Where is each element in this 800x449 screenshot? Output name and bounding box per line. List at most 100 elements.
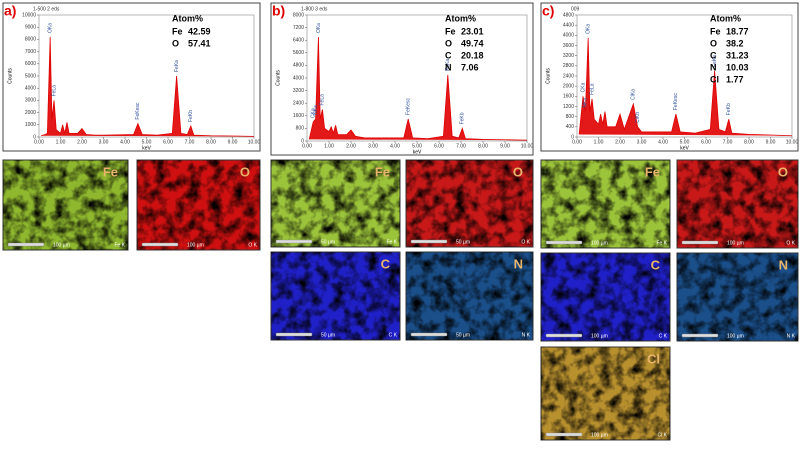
scale-bar-label: 50 µm (321, 239, 335, 245)
y-tick-label: 7000 (25, 49, 36, 55)
map-tag: Fe K (656, 240, 667, 246)
x-tick-label: 2.00 (615, 139, 625, 145)
peak-label: OKa (48, 23, 54, 33)
spectrum-line (578, 37, 793, 137)
spectrum-line (308, 37, 528, 141)
map-texture (541, 253, 670, 341)
map-tag: N K (522, 332, 531, 338)
x-tick-label: 2.00 (346, 143, 356, 149)
scale-bar (545, 240, 583, 245)
composition-element: C (710, 50, 717, 60)
map-element-label: Fe (645, 164, 660, 179)
spectrum-line (41, 36, 255, 137)
peak-label: FeLa (589, 83, 595, 95)
y-tick-label: 5000 (25, 73, 36, 79)
map-tag: Fe K (114, 242, 125, 248)
x-tick-label: 4.00 (658, 139, 668, 145)
x-tick-label: 2.00 (77, 139, 87, 145)
composition-value: 1.77 (726, 74, 744, 84)
x-tick-label: 0.00 (572, 139, 582, 145)
x-tick-label: 7.00 (723, 139, 733, 145)
y-tick-label: 10000 (22, 12, 36, 18)
y-tick-label: 8000 (293, 12, 304, 18)
map-tag: O K (786, 240, 795, 246)
scale-bar (681, 333, 719, 338)
x-tick-label: 0.00 (34, 139, 44, 145)
map-element-label: O (240, 164, 250, 179)
composition-element: N (445, 62, 452, 72)
chart-title: 1-500 2 eds (33, 6, 60, 12)
composition-element: Cl (710, 74, 719, 84)
scale-bar-label: 50 µm (456, 239, 470, 245)
y-tick-label: 3200 (563, 53, 574, 59)
scale-bar-label: 100 µm (727, 240, 744, 246)
x-axis-label: keV (680, 145, 689, 151)
x-tick-label: 6.00 (701, 139, 711, 145)
chart-title: 1-800 3 eds (301, 6, 328, 12)
map-texture (137, 160, 260, 250)
y-tick-label: 6400 (293, 38, 304, 44)
peak-label: CKa (580, 82, 586, 92)
scale-bar-label: 100 µm (727, 333, 744, 339)
y-tick-label: 0 (571, 134, 574, 140)
x-tick-label: 6.00 (163, 139, 173, 145)
scale-bar (410, 332, 448, 337)
composition-value: 18.77 (726, 26, 749, 36)
peak-label: FeKb (726, 103, 732, 115)
map-texture (271, 252, 400, 340)
scale-bar (545, 432, 583, 437)
x-tick-label: 1.00 (324, 143, 334, 149)
composition-element: Fe (172, 26, 183, 36)
y-tick-label: 4000 (563, 33, 574, 39)
map-tag: O K (521, 239, 530, 245)
scale-bar-label: 100 µm (591, 432, 608, 438)
map-texture (541, 347, 670, 440)
x-tick-label: 0.00 (302, 143, 312, 149)
scale-bar (545, 333, 583, 338)
x-tick-label: 9.00 (500, 143, 510, 149)
x-tick-label: 10.00 (521, 143, 534, 149)
peak-label: FeKb (188, 110, 194, 122)
y-tick-label: 0 (301, 138, 304, 144)
map-texture (677, 160, 798, 248)
y-axis-label: Counts (275, 70, 281, 86)
y-axis-label: Counts (545, 68, 551, 84)
y-tick-label: 800 (566, 114, 575, 120)
y-tick-label: 1600 (293, 113, 304, 119)
y-tick-label: 9000 (25, 25, 36, 31)
x-tick-label: 4.00 (390, 143, 400, 149)
panel-label: c) (542, 3, 554, 19)
y-tick-label: 2400 (563, 73, 574, 79)
composition-header: Atom% (172, 13, 203, 23)
y-tick-label: 4400 (563, 22, 574, 28)
x-tick-label: 3.00 (637, 139, 647, 145)
x-tick-label: 3.00 (368, 143, 378, 149)
map-element-label: N (779, 257, 788, 272)
y-tick-label: 3600 (563, 43, 574, 49)
composition-element: O (172, 38, 179, 48)
peak-label: FeLa (320, 94, 326, 106)
map-element-label: C (381, 256, 391, 271)
x-tick-label: 10.00 (248, 139, 261, 145)
peak-label: FeKesc (406, 97, 412, 114)
y-tick-label: 2400 (293, 101, 304, 107)
map-texture (271, 160, 400, 247)
composition-element: O (710, 38, 717, 48)
peak-label: FeKb (460, 112, 466, 124)
y-tick-label: 4800 (293, 63, 304, 69)
map-element-label: Cl (647, 351, 660, 366)
y-tick-label: 4000 (25, 86, 36, 92)
composition-value: 7.06 (461, 62, 479, 72)
peak-label: OKa (586, 24, 592, 34)
y-tick-label: 8000 (25, 37, 36, 43)
map-element-label: N (514, 256, 523, 271)
x-tick-label: 1.00 (594, 139, 604, 145)
map-element-label: Fe (375, 164, 390, 179)
map-texture (677, 253, 798, 341)
x-tick-label: 1.00 (56, 139, 66, 145)
composition-element: Fe (445, 26, 456, 36)
y-tick-label: 2000 (563, 83, 574, 89)
panel-label: a) (4, 3, 16, 19)
x-tick-label: 10.00 (786, 139, 799, 145)
